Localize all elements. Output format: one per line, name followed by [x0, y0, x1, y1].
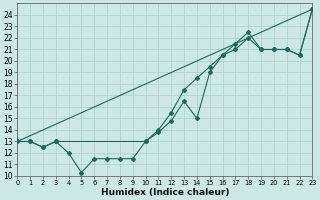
X-axis label: Humidex (Indice chaleur): Humidex (Indice chaleur) — [100, 188, 229, 197]
